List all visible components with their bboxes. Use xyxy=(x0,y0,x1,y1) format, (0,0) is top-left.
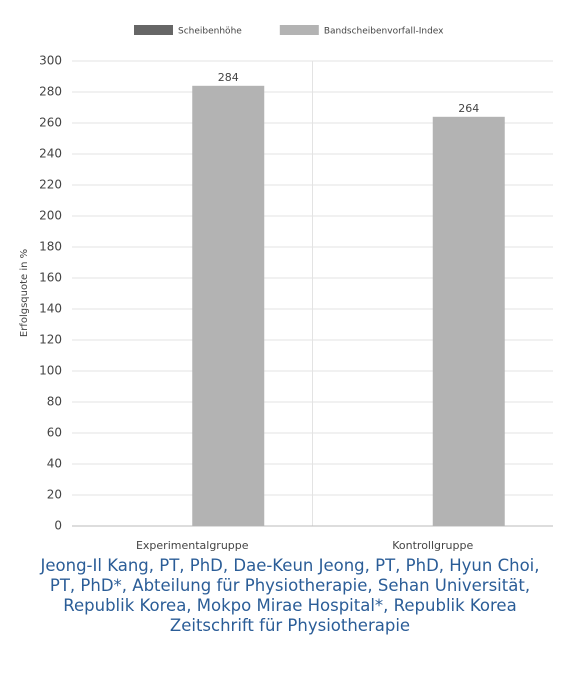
y-tick-label: 20 xyxy=(47,488,62,502)
y-tick-label: 40 xyxy=(47,457,62,471)
y-axis-label: Erfolgsquote in % xyxy=(19,249,30,337)
caption: Jeong-Il Kang, PT, PhD, Dae-Keun Jeong, … xyxy=(40,556,540,615)
y-tick-label: 160 xyxy=(39,271,62,285)
y-tick-label: 100 xyxy=(39,364,62,378)
y-tick-label: 140 xyxy=(39,302,62,316)
legend-label: Bandscheibenvorfall-Index xyxy=(324,27,444,37)
x-tick-label: Kontrollgruppe xyxy=(392,539,473,552)
y-tick-label: 120 xyxy=(39,333,62,347)
data-label: 284 xyxy=(218,71,239,84)
data-label: 264 xyxy=(458,102,479,115)
y-tick-label: 220 xyxy=(39,178,62,192)
legend-swatch xyxy=(279,25,319,35)
y-tick-label: 240 xyxy=(39,147,62,161)
y-tick-label: 200 xyxy=(39,209,62,223)
y-tick-label: 280 xyxy=(39,85,62,99)
source: Zeitschrift für Physiotherapie xyxy=(169,616,411,635)
legend-swatch xyxy=(134,25,173,35)
bar xyxy=(192,85,265,527)
y-tick-label: 180 xyxy=(39,240,62,254)
legend-label: Scheibenhöhe xyxy=(178,27,242,37)
chart: Erfolgsquote in % 0 20 40 60 80 100 120 140 160 1… xyxy=(19,25,553,552)
y-tick-label: 0 xyxy=(54,519,62,533)
y-tick-label: 60 xyxy=(47,426,62,440)
bar xyxy=(432,116,505,527)
caption-block: Jeong-Il Kang, PT, PhD, Dae-Keun Jeong, … xyxy=(30,556,550,636)
y-tick-label: 80 xyxy=(47,395,62,409)
y-tick-label: 260 xyxy=(39,116,62,130)
y-tick-label: 300 xyxy=(39,54,62,68)
x-tick-label: Experimentalgruppe xyxy=(136,539,249,552)
